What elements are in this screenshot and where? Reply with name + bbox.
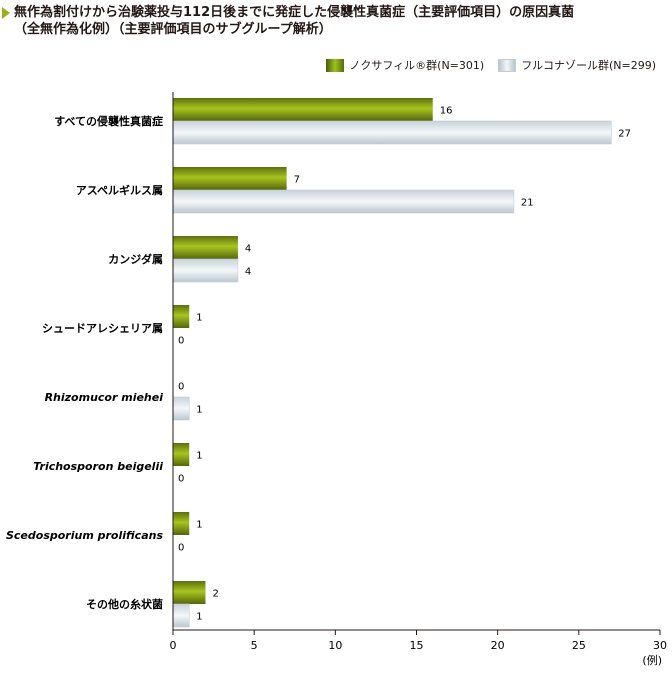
bar-series-a xyxy=(173,443,190,466)
category-label: Rhizomucor miehei xyxy=(45,391,164,404)
x-tick-label: 20 xyxy=(491,639,505,652)
data-label: 27 xyxy=(618,129,631,140)
legend-label-series-a: ノクサフィル®群(N=301) xyxy=(349,59,485,72)
x-tick-label: 25 xyxy=(572,639,586,652)
chart-title-line2: （全無作為化例）（主要評価項目のサブグループ解析） xyxy=(14,22,332,37)
category-label: Trichosporon beigelii xyxy=(33,460,163,473)
x-tick-label: 30 xyxy=(653,639,667,652)
legend-item-series-b: フルコナゾール群(N=299) xyxy=(498,57,656,73)
category-label: シュードアレシェリア属 xyxy=(42,322,163,335)
x-tick-label: 5 xyxy=(251,639,258,652)
bar-series-b xyxy=(172,603,190,628)
data-label: 1 xyxy=(196,405,202,416)
data-label: 0 xyxy=(178,543,184,554)
legend-swatch-series-a xyxy=(326,58,345,72)
legend-label-series-b: フルコナゾール群(N=299) xyxy=(521,59,656,72)
title-marker-icon xyxy=(2,7,10,19)
bar-series-b xyxy=(172,258,239,283)
data-label: 1 xyxy=(196,451,202,462)
category-label: すべての侵襲性真菌症 xyxy=(54,114,163,128)
bar-series-a xyxy=(173,236,238,259)
data-label: 1 xyxy=(196,612,202,623)
bar-series-b xyxy=(172,120,612,145)
data-label: 1 xyxy=(196,313,202,324)
data-label: 16 xyxy=(440,106,453,117)
bar-series-a xyxy=(173,98,433,121)
data-label: 2 xyxy=(212,589,218,600)
data-label: 0 xyxy=(178,336,184,347)
bar-series-a xyxy=(173,512,190,535)
bar-series-a xyxy=(173,305,190,328)
bar-series-a xyxy=(173,167,287,190)
legend-item-series-a: ノクサフィル®群(N=301) xyxy=(326,57,484,73)
x-unit-label: (例) xyxy=(642,653,662,667)
data-label: 4 xyxy=(245,267,251,278)
data-label: 4 xyxy=(245,244,251,255)
bar-series-a xyxy=(173,581,206,604)
x-tick-label: 0 xyxy=(170,639,177,652)
data-label: 21 xyxy=(521,198,534,209)
data-label: 0 xyxy=(178,382,184,393)
bar-series-b xyxy=(172,189,515,214)
chart-title: 無作為割付けから治験薬投与112日後までに発症した侵襲性真菌症（主要評価項目）の… xyxy=(2,4,664,38)
legend: ノクサフィル®群(N=301) フルコナゾール群(N=299) xyxy=(312,57,656,73)
category-label: カンジダ属 xyxy=(108,252,163,266)
legend-swatch-series-b xyxy=(498,58,517,72)
data-label: 1 xyxy=(196,520,202,531)
data-label: 0 xyxy=(178,474,184,485)
bar-series-b xyxy=(172,396,190,421)
chart-title-line1: 無作為割付けから治験薬投与112日後までに発症した侵襲性真菌症（主要評価項目）の… xyxy=(14,5,575,20)
category-label: その他の糸状菌 xyxy=(86,597,163,611)
x-tick-label: 15 xyxy=(410,639,424,652)
data-label: 7 xyxy=(294,175,300,186)
category-label: Scedosporium prolificans xyxy=(6,529,163,542)
x-tick-label: 10 xyxy=(328,639,342,652)
category-label: アスペルギルス属 xyxy=(76,183,163,197)
